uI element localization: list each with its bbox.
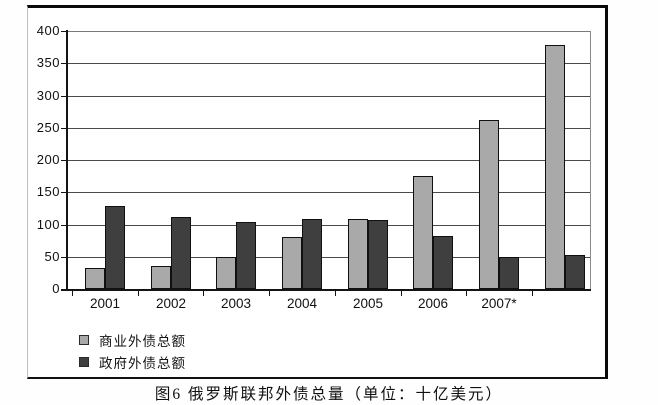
legend-label: 商业外债总额 — [99, 334, 186, 349]
figure-caption: 图6 俄罗斯联邦外债总量（单位：十亿美元） — [154, 386, 504, 403]
figure-frame — [27, 5, 608, 379]
legend-item-government: 政府外债总额 — [79, 351, 186, 373]
plot-right-border — [590, 31, 591, 289]
government-series-swatch-icon — [79, 357, 89, 367]
legend: 商业外债总额 政府外债总额 — [79, 329, 186, 373]
plot-top-border — [68, 31, 590, 32]
commercial-series-swatch-icon — [79, 335, 89, 345]
legend-item-commercial: 商业外债总额 — [79, 329, 186, 351]
x-axis-line — [61, 289, 591, 291]
y-axis-line — [66, 30, 68, 290]
legend-label: 政府外债总额 — [99, 356, 186, 371]
